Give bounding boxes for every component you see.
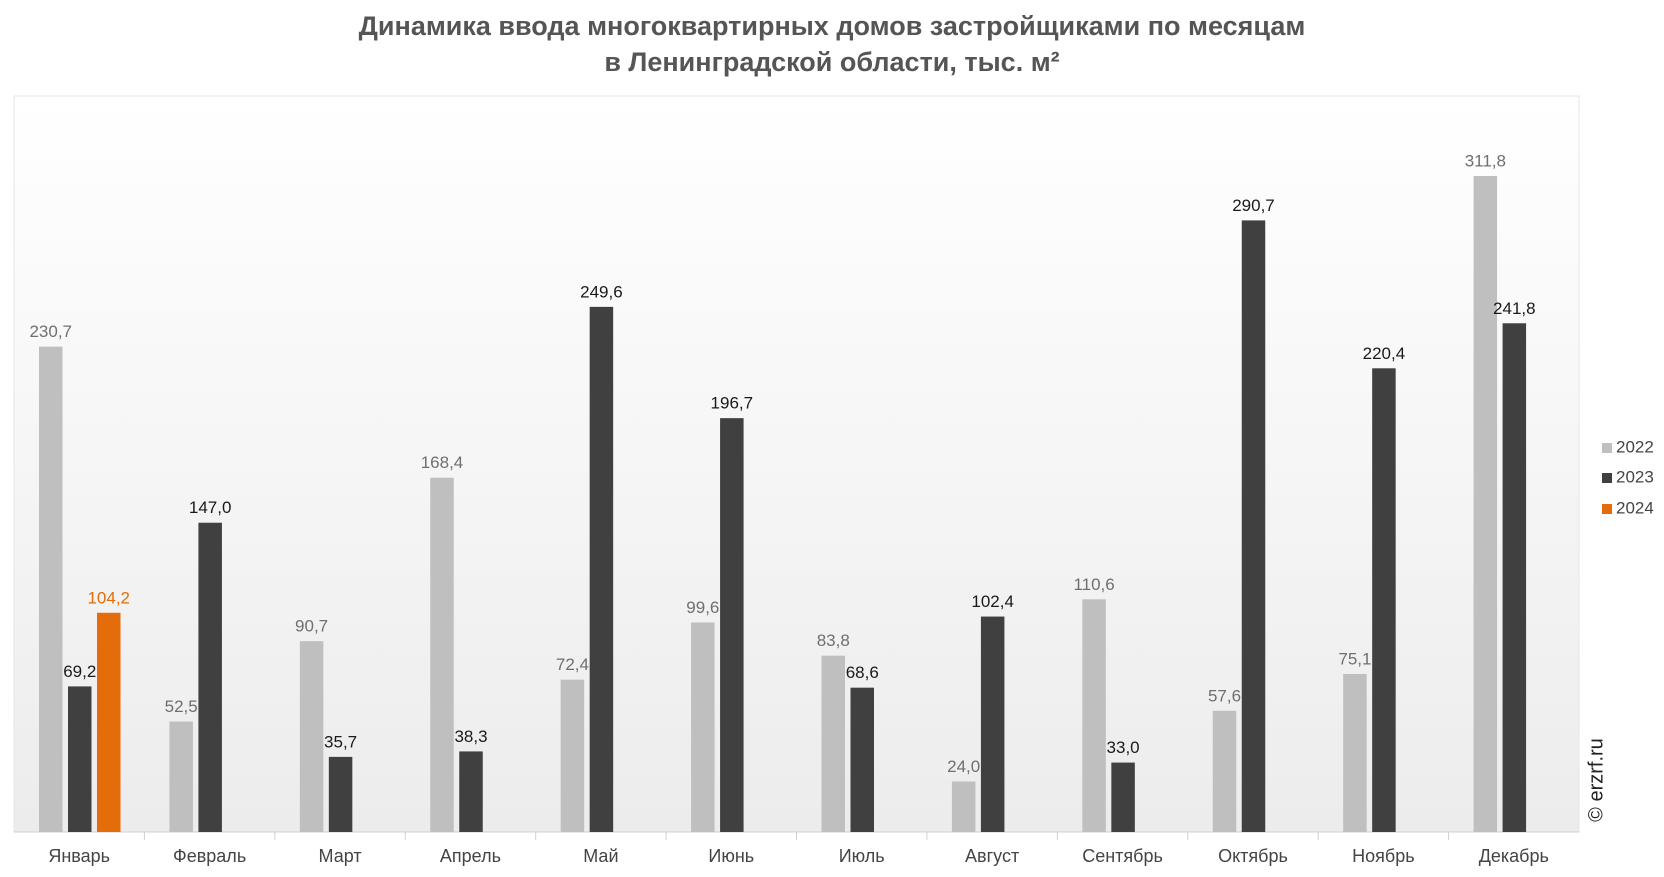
bar <box>821 655 845 832</box>
bar <box>169 721 193 832</box>
data-label: 230,7 <box>29 322 72 341</box>
bar <box>299 641 324 832</box>
x-tick-label: Март <box>319 846 362 866</box>
data-label: 72,4 <box>556 655 589 674</box>
legend-label: 2024 <box>1616 498 1654 517</box>
bar <box>980 616 1005 832</box>
data-label: 38,3 <box>454 727 487 746</box>
data-label: 75,1 <box>1338 649 1371 668</box>
legend-swatch <box>1602 504 1612 514</box>
bar <box>589 306 614 832</box>
bar <box>97 612 121 832</box>
legend-label: 2022 <box>1616 437 1654 456</box>
data-label: 52,5 <box>165 697 198 716</box>
x-tick-label: Декабрь <box>1479 846 1549 866</box>
x-tick-label: Февраль <box>173 846 246 866</box>
bar <box>430 477 454 832</box>
bar <box>1473 176 1498 832</box>
legend-swatch <box>1602 473 1612 483</box>
data-label: 168,4 <box>421 453 464 472</box>
x-tick-label: Октябрь <box>1218 846 1288 866</box>
bar <box>68 686 92 832</box>
data-label: 33,0 <box>1107 738 1140 757</box>
data-label: 68,6 <box>846 663 879 682</box>
data-label: 83,8 <box>817 631 850 650</box>
data-label: 311,8 <box>1465 151 1506 170</box>
data-label: 104,2 <box>87 588 130 607</box>
bar <box>720 418 744 832</box>
data-label: 102,4 <box>971 592 1014 611</box>
bar <box>1502 323 1527 832</box>
data-label: 110,6 <box>1073 575 1114 594</box>
data-label: 69,2 <box>63 662 96 681</box>
bar <box>1111 762 1135 832</box>
bar <box>328 756 353 832</box>
bar <box>39 346 63 832</box>
x-tick-label: Сентябрь <box>1082 846 1163 866</box>
x-tick-label: Июнь <box>708 846 754 866</box>
chart-title: Динамика ввода многоквартирных домов зас… <box>359 11 1306 41</box>
data-label: 90,7 <box>295 617 328 636</box>
data-label: 196,7 <box>711 394 754 413</box>
bar <box>1343 673 1367 832</box>
data-label: 147,0 <box>189 498 232 517</box>
legend-label: 2023 <box>1616 467 1654 486</box>
bar <box>1372 368 1396 832</box>
bar <box>691 622 715 832</box>
data-label: 35,7 <box>324 732 357 751</box>
source: © erzrf.ru <box>1585 738 1607 822</box>
plot-area <box>13 95 1580 833</box>
bar <box>198 522 222 832</box>
bar <box>1241 220 1266 832</box>
data-label: 99,6 <box>686 598 719 617</box>
x-tick-label: Ноябрь <box>1352 846 1414 866</box>
chart-subtitle: в Ленинградской области, тыс. м² <box>604 47 1059 77</box>
bar <box>951 781 976 832</box>
bar <box>850 687 874 832</box>
bar <box>459 751 483 832</box>
bar <box>560 679 585 832</box>
x-tick-label: Май <box>583 846 618 866</box>
x-tick-label: Апрель <box>440 846 501 866</box>
data-label: 57,6 <box>1208 686 1241 705</box>
x-tick-label: Январь <box>48 846 110 866</box>
data-label: 241,8 <box>1493 299 1536 318</box>
legend-swatch <box>1602 443 1612 453</box>
x-tick-label: Август <box>965 846 1019 866</box>
bar <box>1212 710 1237 832</box>
data-label: 249,6 <box>580 282 623 301</box>
bar <box>1082 599 1106 832</box>
data-label: 220,4 <box>1363 344 1406 363</box>
x-tick-label: Июль <box>839 846 885 866</box>
data-label: 24,0 <box>947 757 980 776</box>
data-label: 290,7 <box>1232 196 1275 215</box>
